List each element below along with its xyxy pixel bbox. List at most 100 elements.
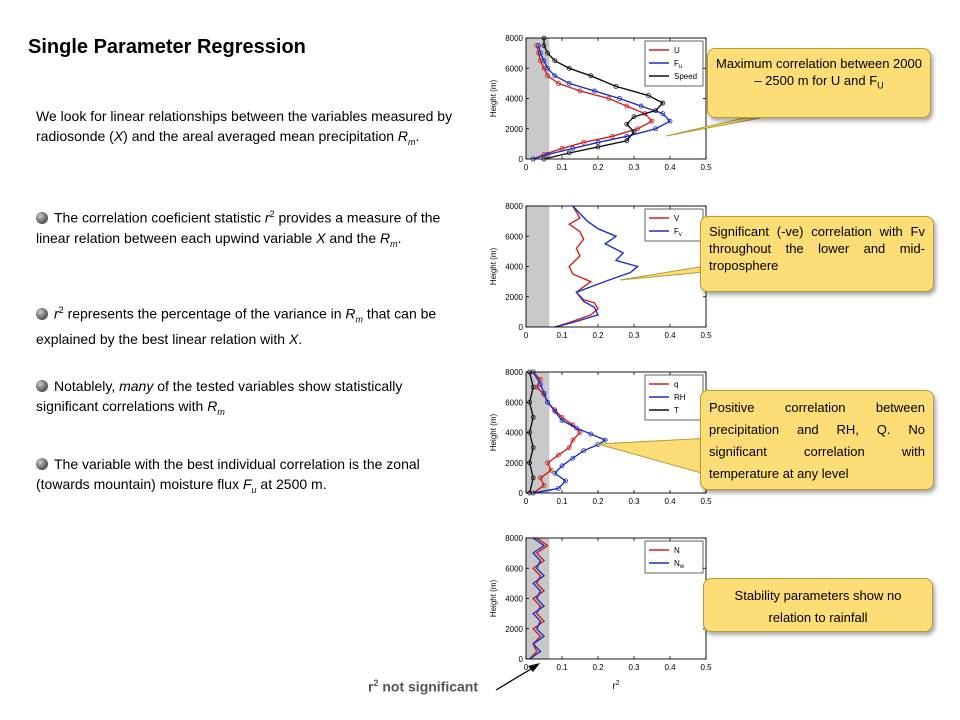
x-tick-label: 0.2 — [592, 497, 604, 506]
data-point — [660, 100, 666, 106]
legend — [644, 540, 704, 574]
data-point — [556, 486, 561, 491]
y-tick-label: 4000 — [505, 429, 523, 438]
data-point — [552, 73, 558, 79]
data-point — [624, 133, 630, 139]
bullet-icon — [36, 211, 48, 224]
data-point — [613, 84, 619, 89]
bullet-icon — [36, 307, 48, 320]
data-point — [581, 139, 586, 145]
x-tick-label: 0.1 — [556, 331, 568, 340]
data-point — [595, 144, 601, 150]
data-point — [566, 150, 572, 156]
data-point — [548, 467, 554, 473]
y-tick-label: 6000 — [505, 564, 523, 573]
y-tick-label: 8000 — [505, 368, 523, 377]
data-point — [536, 43, 541, 48]
y-tick-label: 8000 — [505, 534, 523, 543]
y-axis-label: Height (m) — [489, 579, 498, 617]
y-tick-label: 2000 — [505, 293, 523, 302]
data-point — [530, 445, 536, 451]
y-axis-label: Height (m) — [489, 247, 498, 285]
y-tick-label: 2000 — [505, 625, 523, 634]
y-tick-label: 8000 — [505, 202, 523, 211]
legend-label: Fv — [674, 227, 682, 238]
data-point — [577, 88, 583, 94]
data-point — [552, 408, 558, 414]
data-point — [606, 96, 612, 101]
data-point — [624, 138, 630, 144]
callout-stability: Stability parameters show no relation to … — [703, 578, 933, 632]
x-tick-label: 0.3 — [628, 497, 640, 506]
legend-label: Nw — [674, 559, 685, 570]
series-line-n-w — [529, 537, 546, 660]
data-point — [538, 381, 543, 387]
data-point — [545, 399, 550, 405]
series-line-speed — [543, 38, 664, 160]
x-tick-label: 0.3 — [628, 331, 640, 340]
data-point — [570, 455, 576, 461]
data-point — [552, 58, 558, 64]
bullet-variance: r2 represents the percentage of the vari… — [36, 305, 437, 348]
data-point — [545, 73, 550, 79]
x-tick-label: 0 — [524, 163, 529, 172]
data-point — [545, 65, 550, 71]
y-tick-label: 2000 — [505, 459, 523, 468]
bullet-icon — [36, 458, 48, 470]
data-point — [545, 152, 550, 157]
data-point — [541, 390, 547, 396]
data-point — [617, 96, 623, 101]
data-point — [631, 114, 637, 120]
data-point — [541, 43, 547, 48]
footnote-not-significant: r2 not significant — [368, 678, 479, 695]
chart-stability: 0 0.1 0.2 0.3 0.4 0.5 0 2000 4000 6000 8000 Height … — [489, 534, 712, 692]
x-tick-label: 0.2 — [592, 331, 604, 340]
x-tick-label: 0.2 — [592, 663, 604, 672]
legend-label: q — [674, 380, 678, 389]
significance-band — [526, 38, 550, 159]
series-line-f-u — [532, 45, 672, 160]
data-point — [541, 58, 547, 64]
y-tick-label: 2000 — [505, 125, 523, 134]
data-point — [645, 93, 651, 98]
data-point — [566, 80, 572, 86]
data-point — [556, 80, 561, 86]
legend-label: RH — [674, 393, 686, 402]
data-point — [635, 126, 641, 132]
bullet-icon — [36, 380, 48, 392]
data-point — [545, 460, 550, 466]
data-point — [530, 414, 536, 420]
y-tick-label: 0 — [519, 323, 524, 332]
x-tick-label: 0 — [524, 663, 529, 672]
data-point — [545, 50, 550, 56]
y-tick-label: 0 — [519, 655, 524, 664]
x-tick-label: 0.5 — [700, 331, 712, 340]
data-point — [649, 118, 655, 124]
x-tick-label: 0.3 — [628, 163, 640, 172]
series-line-n — [529, 537, 549, 660]
y-tick-label: 6000 — [505, 232, 523, 241]
legend — [644, 208, 704, 242]
data-point — [563, 478, 568, 484]
series-line-t — [528, 371, 534, 494]
data-point — [609, 133, 615, 139]
chart-moisture: 0 0.1 0.2 0.3 0.4 0.5 0 2000 4000 6000 8000 Height … — [489, 368, 712, 506]
data-point — [538, 475, 543, 481]
x-tick-label: 0.1 — [556, 497, 568, 506]
chart-wind: 0 0.1 0.2 0.3 0.4 0.5 0 2000 4000 6000 8000 Height … — [489, 34, 712, 172]
data-point — [530, 384, 536, 390]
data-point — [570, 146, 576, 151]
data-point — [530, 475, 536, 481]
legend-label: U — [674, 46, 680, 55]
y-axis-label: Height (m) — [489, 79, 498, 117]
chart-meridional: 0 0.1 0.2 0.3 0.4 0.5 0 2000 4000 6000 8000 Height … — [489, 202, 712, 340]
data-point — [638, 103, 644, 109]
data-point — [595, 139, 601, 145]
data-point — [588, 73, 594, 79]
data-point — [653, 108, 659, 113]
legend-label: T — [674, 406, 679, 415]
data-point — [527, 399, 532, 405]
data-point — [588, 431, 594, 437]
callout-rh-q: Positive correlation between precipitati… — [700, 390, 934, 490]
data-point — [538, 58, 543, 64]
